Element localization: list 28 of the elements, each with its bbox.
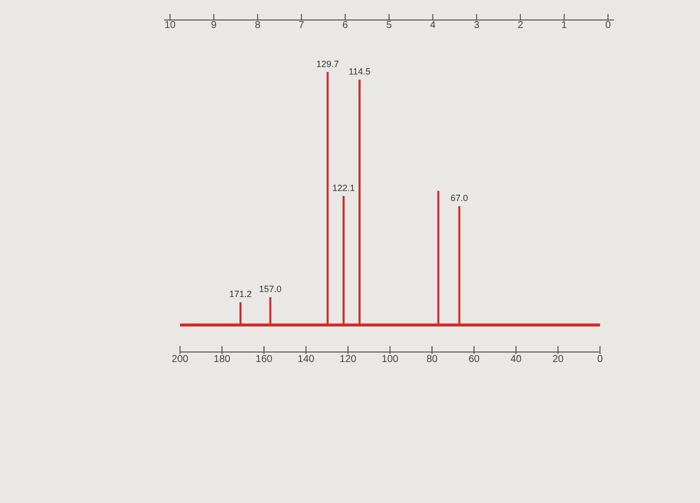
annotation: 157.0 xyxy=(259,284,282,294)
x-tick-label: 120 xyxy=(340,354,357,365)
x-tick-label: 100 xyxy=(382,354,399,365)
annotation: 171.2 xyxy=(229,289,252,300)
annotation: 114.5 xyxy=(348,66,370,77)
x2-tick-label: 10 xyxy=(164,20,176,31)
x2-tick-label: 8 xyxy=(254,20,261,31)
x2-tick-label: 9 xyxy=(211,20,218,31)
x2-tick-label: 0 xyxy=(605,20,612,31)
x-tick-label: 40 xyxy=(510,354,522,365)
annotation: 122.1 xyxy=(332,182,355,193)
x-tick-label: 60 xyxy=(468,354,480,365)
x-tick-label: 160 xyxy=(256,354,273,365)
x-tick-label: 180 xyxy=(214,354,231,365)
x2-tick-label: 7 xyxy=(298,20,305,31)
x-tick-label: 80 xyxy=(426,354,438,365)
annotation: 129.7 xyxy=(316,59,339,69)
annotation: 67.0 xyxy=(450,193,468,204)
x2-tick-label: 3 xyxy=(474,20,480,31)
x-tick-label: 200 xyxy=(172,354,189,365)
x2-tick-label: 6 xyxy=(342,20,348,31)
x-tick-label: 20 xyxy=(552,354,564,365)
x2-tick-label: 1 xyxy=(561,20,568,31)
x-tick-label: 0 xyxy=(597,354,604,365)
x2-tick-label: 2 xyxy=(518,20,524,31)
x2-tick-label: 4 xyxy=(430,20,436,31)
x-tick-label: 140 xyxy=(298,354,315,365)
x2-tick-label: 5 xyxy=(386,20,392,31)
